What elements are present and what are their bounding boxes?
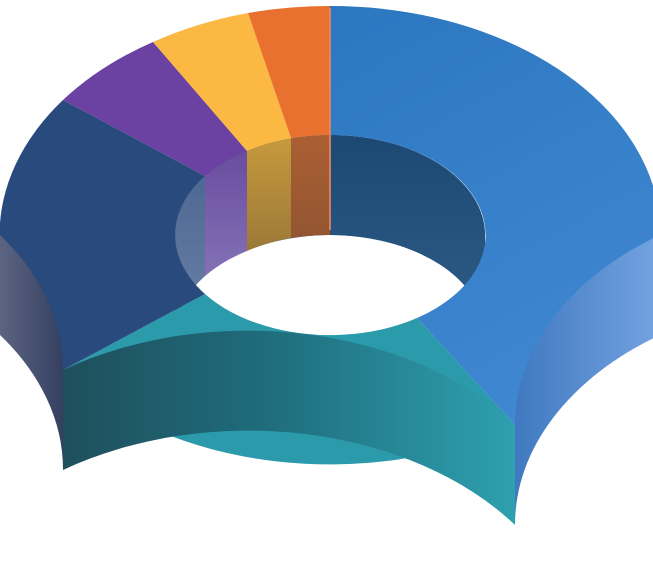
segment-navy-top [0, 100, 205, 370]
segment-navy-wall [0, 235, 64, 470]
inner-wall-purple [205, 151, 247, 276]
donut-outer-walls [0, 235, 653, 525]
segment-blue-wall [514, 238, 653, 525]
segment-orange-top [248, 5, 330, 138]
inner-wall-orange [291, 134, 330, 238]
segment-teal-wall [63, 330, 515, 525]
inner-wall-blue [330, 135, 485, 335]
segment-amber-top [153, 13, 291, 151]
segment-purple-top [63, 42, 247, 176]
inner-wall-amber [247, 138, 291, 251]
